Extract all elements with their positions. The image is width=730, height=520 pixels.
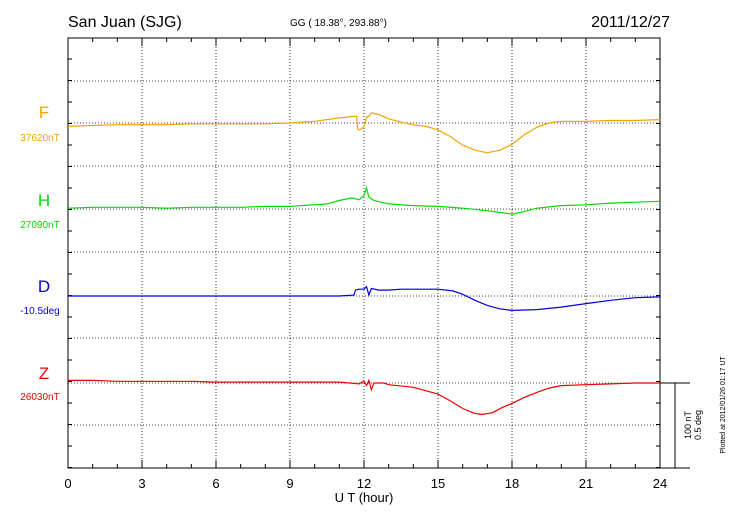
x-tick-label: 3: [138, 476, 145, 491]
component-label-Z: Z: [39, 364, 49, 383]
x-tick-label: 6: [212, 476, 219, 491]
series-line-H: [67, 185, 661, 215]
x-tick-label: 12: [357, 476, 371, 491]
series-layer: [67, 112, 661, 416]
series-line-D: [68, 285, 661, 312]
baseline-value-F: 37620nT: [20, 133, 59, 144]
x-tick-label: 18: [505, 476, 519, 491]
scale-bar-nt-label: 100 nT: [683, 410, 693, 439]
x-tick-label: 24: [653, 476, 667, 491]
component-label-D: D: [38, 277, 50, 296]
plot-frame: [67, 37, 661, 469]
component-label-F: F: [39, 103, 49, 122]
plotted-at-note: Plotted at 2012/01/26 01:17 UT: [720, 356, 727, 454]
x-tick-label: 15: [431, 476, 445, 491]
x-tick-label: 0: [64, 476, 71, 491]
baseline-value-Z: 26030nT: [20, 392, 59, 403]
series-line-Z: [68, 378, 660, 416]
baseline-value-H: 27090nT: [20, 220, 59, 231]
station-coordinates: GG ( 18.38°, 293.88°): [290, 18, 387, 29]
component-label-H: H: [38, 191, 50, 210]
ticks-layer: [67, 38, 661, 468]
scale-bar-deg-label: 0.5 deg: [693, 410, 703, 440]
grid-layer: [68, 38, 660, 468]
plot-date: 2011/12/27: [591, 14, 670, 31]
baseline-value-D: -10.5deg: [20, 306, 59, 317]
x-tick-label: 21: [579, 476, 593, 491]
labels-layer: 0 3 6 9 12 15 18 21 24 F 37620nT H 27090nT D -10.5deg Z…: [20, 103, 667, 491]
series-line-F: [67, 112, 661, 154]
x-axis-title: U T (hour): [335, 490, 394, 505]
x-tick-label: 9: [286, 476, 293, 491]
station-title: San Juan (SJG): [68, 14, 182, 31]
baseline-layer: [68, 122, 690, 384]
